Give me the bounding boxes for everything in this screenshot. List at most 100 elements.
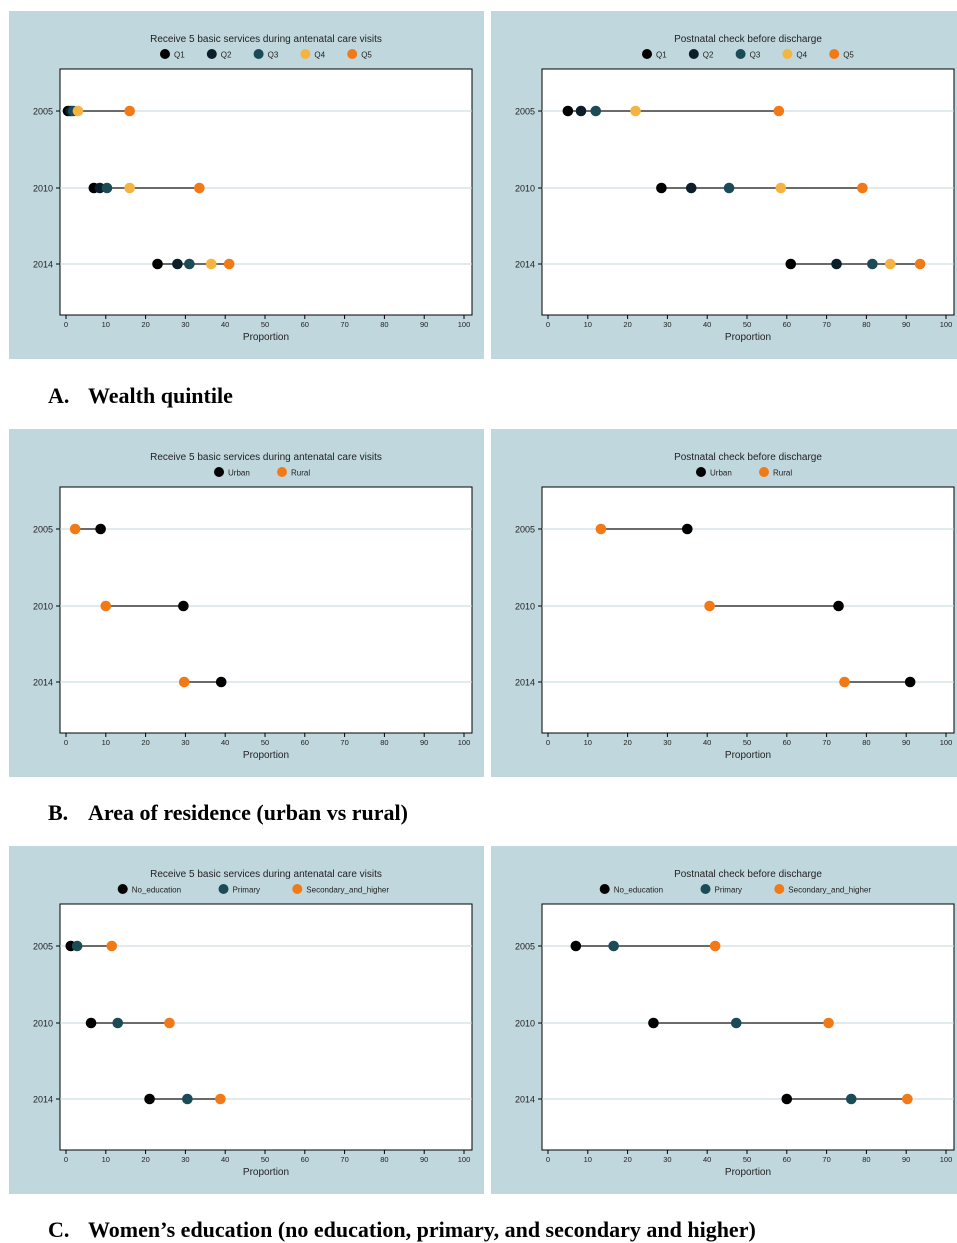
plot-area xyxy=(59,486,473,734)
chart-title: Receive 5 basic services during antenata… xyxy=(150,452,382,463)
legend-label: Rural xyxy=(291,469,310,478)
chart-panel-postnatal-education: Postnatal check before discharge No_educa… xyxy=(491,846,957,1194)
y-tick-label: 2010 xyxy=(33,602,53,612)
x-tick-label: 20 xyxy=(623,738,631,747)
data-point-q5 xyxy=(194,182,205,194)
x-tick-label: 80 xyxy=(862,738,870,747)
data-point-q4 xyxy=(72,105,84,117)
x-tick-label: 0 xyxy=(64,738,68,747)
chart-panel-postnatal-wealth: Postnatal check before discharge Q1 Q2 Q3 Q4… xyxy=(491,11,957,359)
data-point-primary xyxy=(182,1093,193,1105)
caption-label: B. xyxy=(48,800,69,825)
x-tick-label: 0 xyxy=(546,320,550,329)
caption-label: A. xyxy=(48,383,70,408)
legend-label: Primary xyxy=(715,886,743,895)
legend-marker xyxy=(292,884,303,894)
chart-svg: Postnatal check before discharge No_educa… xyxy=(515,869,955,1178)
x-tick-label: 30 xyxy=(663,320,671,329)
legend-marker xyxy=(688,49,699,59)
plot-area xyxy=(541,486,955,734)
legend-label: Q1 xyxy=(174,51,185,60)
x-tick-label: 10 xyxy=(584,738,592,747)
legend-label: Q1 xyxy=(656,51,667,60)
data-point-primary xyxy=(845,1093,857,1105)
y-tick-label: 2005 xyxy=(33,942,53,952)
x-tick-label: 80 xyxy=(862,320,870,329)
data-point-q3 xyxy=(867,258,878,270)
x-axis-label: Proportion xyxy=(725,1167,771,1178)
chart-svg: Receive 5 basic services during antenata… xyxy=(33,34,473,343)
legend-marker xyxy=(347,49,358,59)
data-point-q3 xyxy=(723,182,735,194)
data-point-q4 xyxy=(205,258,217,270)
data-point-no-education xyxy=(781,1093,793,1105)
chart-svg: Receive 5 basic services during antenata… xyxy=(33,869,473,1178)
x-tick-label: 100 xyxy=(458,738,471,747)
x-tick-label: 100 xyxy=(458,320,471,329)
x-tick-label: 90 xyxy=(902,320,910,329)
y-tick-label: 2014 xyxy=(33,1095,53,1105)
legend-marker xyxy=(160,49,170,59)
y-tick-label: 2010 xyxy=(515,602,535,612)
x-tick-label: 20 xyxy=(141,320,149,329)
y-tick-label: 2010 xyxy=(33,184,53,194)
chart-svg: Receive 5 basic services during antenata… xyxy=(33,452,473,761)
data-point-primary xyxy=(71,940,83,952)
chart-legend: Q1 Q2 Q3 Q4 Q5 xyxy=(642,49,854,60)
data-point-rural xyxy=(704,600,715,612)
x-tick-label: 100 xyxy=(940,320,953,329)
x-tick-label: 30 xyxy=(181,738,189,747)
section-caption-b: B. Area of residence (urban vs rural) xyxy=(48,800,408,826)
x-tick-label: 50 xyxy=(743,320,751,329)
x-tick-label: 100 xyxy=(940,738,953,747)
data-point-q3 xyxy=(590,105,602,117)
x-tick-label: 10 xyxy=(584,1155,592,1164)
data-point-urban xyxy=(904,676,916,688)
x-tick-label: 0 xyxy=(64,320,68,329)
x-tick-label: 30 xyxy=(181,320,189,329)
x-tick-label: 30 xyxy=(663,1155,671,1164)
legend-label: Q4 xyxy=(796,51,807,60)
legend-label: Q2 xyxy=(703,51,714,60)
x-tick-label: 0 xyxy=(64,1155,68,1164)
data-point-q2 xyxy=(575,105,587,117)
legend-label: Q5 xyxy=(843,51,854,60)
legend-label: Q5 xyxy=(361,51,372,60)
data-point-primary xyxy=(112,1017,124,1029)
legend-marker xyxy=(700,884,711,894)
data-point-q1 xyxy=(562,105,574,117)
legend-marker xyxy=(735,49,746,59)
legend-marker xyxy=(599,884,610,894)
data-point-q2 xyxy=(172,258,183,270)
data-point-primary xyxy=(608,940,619,952)
plot-area xyxy=(541,68,955,316)
x-tick-label: 50 xyxy=(261,1155,269,1164)
data-point-secondary-and-higher xyxy=(823,1017,834,1029)
data-point-q5 xyxy=(857,182,868,194)
chart-title: Postnatal check before discharge xyxy=(674,869,822,880)
x-tick-label: 30 xyxy=(181,1155,189,1164)
data-point-no-education xyxy=(648,1017,659,1029)
caption-text: Wealth quintile xyxy=(88,383,233,408)
legend-label: Secondary_and_higher xyxy=(306,886,389,895)
y-tick-label: 2010 xyxy=(515,1019,535,1029)
data-point-secondary-and-higher xyxy=(709,940,721,952)
y-tick-label: 2014 xyxy=(515,260,535,270)
x-tick-label: 100 xyxy=(458,1155,471,1164)
x-tick-label: 40 xyxy=(221,738,229,747)
data-point-rural xyxy=(839,676,850,688)
caption-text: Women’s education (no education, primary… xyxy=(88,1217,756,1242)
x-tick-label: 20 xyxy=(141,1155,149,1164)
data-point-q4 xyxy=(884,258,896,270)
x-tick-label: 10 xyxy=(102,320,110,329)
data-point-urban xyxy=(95,523,106,535)
plot-area xyxy=(541,903,955,1151)
x-tick-label: 50 xyxy=(743,738,751,747)
x-tick-label: 80 xyxy=(380,1155,388,1164)
legend-label: Q3 xyxy=(268,51,279,60)
data-point-rural xyxy=(100,600,112,612)
chart-legend: No_education Primary Secondary_and_higher xyxy=(599,884,871,895)
x-tick-label: 60 xyxy=(783,1155,791,1164)
chart-legend: Q1 Q2 Q3 Q4 Q5 xyxy=(160,49,372,60)
legend-marker xyxy=(642,49,652,59)
